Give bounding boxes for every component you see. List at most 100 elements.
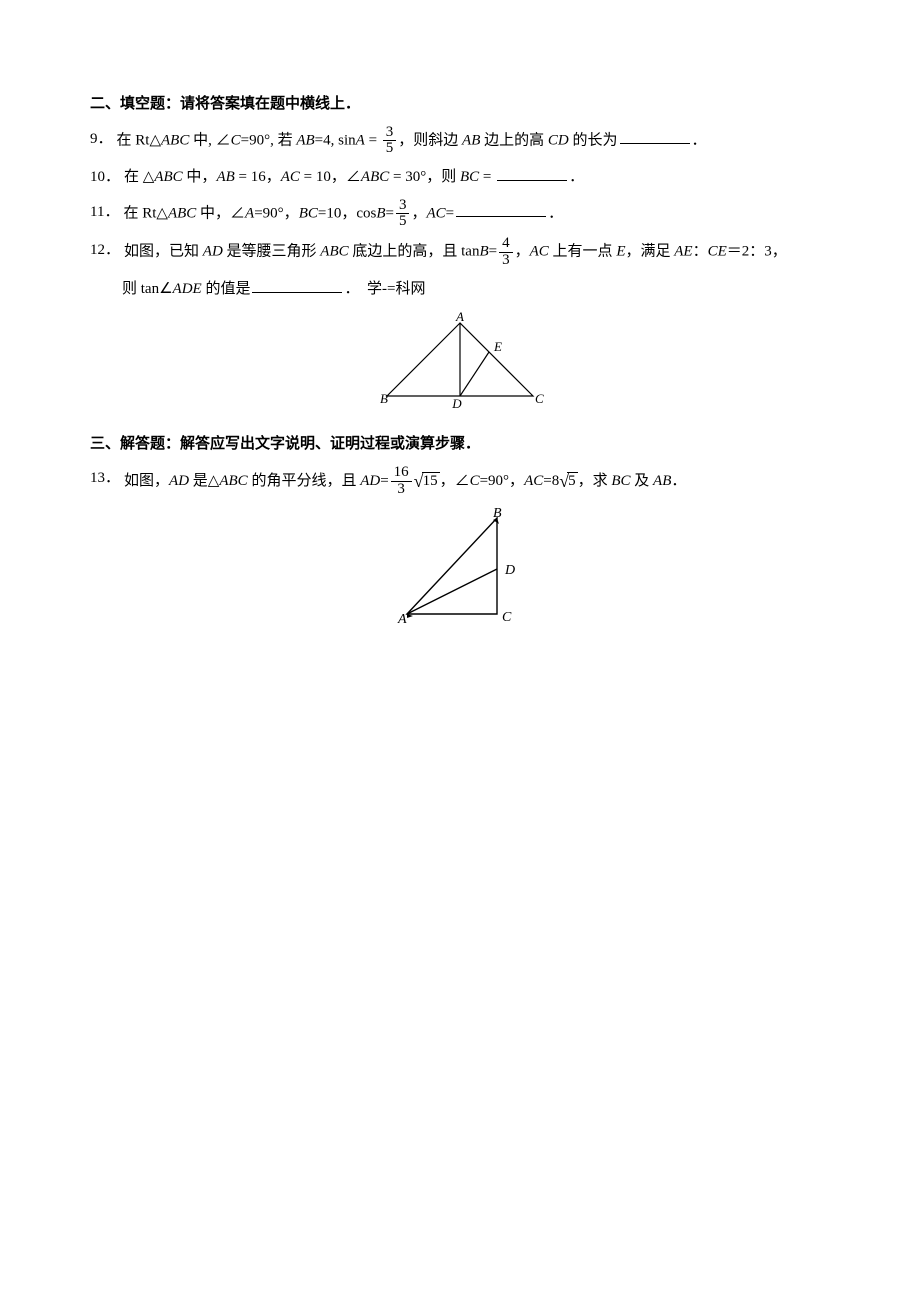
figure-triangle-13: B D A C [90, 506, 830, 637]
figure-triangle-12: A B C D E [90, 311, 830, 422]
triangle-12-svg: A B C D E [365, 311, 555, 411]
text: 如图，已知 [124, 244, 203, 260]
var-b: B [479, 244, 488, 260]
blank [620, 128, 690, 144]
sqrt-content: 15 [422, 472, 440, 489]
blank [456, 201, 546, 217]
text: 的值是 [202, 281, 251, 297]
label-c: C [535, 391, 544, 406]
period: ． [548, 205, 563, 221]
text: 如图， [124, 473, 169, 489]
problem-12-body: 如图，已知 AD 是等腰三角形 ABC 底边上的高，且 tanB=43，AC 上… [124, 236, 830, 269]
var-ac: AC [524, 473, 543, 489]
text: 底边上的高，且 tan [349, 244, 480, 260]
text: 的长为 [569, 132, 618, 148]
var-a: A [245, 205, 254, 221]
frac-3-5: 35 [396, 198, 410, 231]
var-c: C [470, 473, 480, 489]
blank [252, 277, 342, 293]
var-ab: AB [462, 132, 480, 148]
label-d: D [504, 563, 515, 578]
label-b: B [380, 391, 388, 406]
var-ae: AE [674, 244, 692, 260]
var-bc: BC [299, 205, 318, 221]
text: = [479, 169, 495, 185]
text: =10，cos [318, 205, 376, 221]
text: = [380, 473, 388, 489]
text: = 16 [235, 169, 266, 185]
problem-13: 13． 如图，AD 是△ABC 的角平分线，且 AD=163√15，∠C=90°… [90, 464, 830, 498]
var-c: C [231, 132, 241, 148]
period: ． [569, 169, 584, 185]
text: ，则 [426, 169, 460, 185]
text: =4, sin [315, 132, 356, 148]
var-ac: AC [426, 205, 445, 221]
var-ad: AD [203, 244, 223, 260]
problem-9-number: 9． [90, 125, 113, 154]
var-bc: BC [460, 169, 479, 185]
label-a: A [397, 612, 407, 626]
triangle-symbol: △ [208, 473, 220, 489]
var-abc: ABC [168, 205, 196, 221]
problem-13-body: 如图，AD 是△ABC 的角平分线，且 AD=163√15，∠C=90°，AC=… [124, 464, 830, 498]
text: 是等腰三角形 [223, 244, 321, 260]
problem-10-number: 10． [90, 163, 120, 192]
section-3-title: 三、解答题：解答应写出文字说明、证明过程或演算步骤． [90, 430, 830, 459]
problem-10: 10． 在 △ABC 中，AB = 16，AC = 10，∠ABC = 30°，… [90, 163, 830, 192]
var-ad: AD [360, 473, 380, 489]
text: =90°, 若 [241, 132, 297, 148]
problem-11: 11． 在 Rt△ABC 中，∠A=90°，BC=10，cosB=35，AC=． [90, 198, 830, 231]
problem-12-number: 12． [90, 236, 120, 265]
problem-12: 12． 如图，已知 AD 是等腰三角形 ABC 底边上的高，且 tanB=43，… [90, 236, 830, 269]
var-a: A [356, 132, 365, 148]
problem-13-number: 13． [90, 464, 120, 493]
text: = [446, 205, 454, 221]
period: ． [344, 281, 359, 297]
text: = [489, 244, 497, 260]
var-abc: ABC [154, 169, 182, 185]
frac-num: 4 [499, 236, 513, 253]
text: ，求 [578, 473, 612, 489]
frac-den: 5 [396, 214, 410, 230]
var-ab: AB [216, 169, 234, 185]
triangle-symbol: △ [156, 205, 168, 221]
triangle-symbol: △ [143, 169, 155, 185]
var-cd: CD [548, 132, 569, 148]
period: ． [671, 473, 686, 489]
triangle-13-svg: B D A C [385, 506, 535, 626]
var-ce: CE [708, 244, 727, 260]
var-ad: AD [169, 473, 189, 489]
note-text: 学-=科网 [367, 281, 425, 297]
var-bc: BC [611, 473, 630, 489]
text: 是 [189, 473, 208, 489]
triangle-outline [407, 518, 497, 614]
var-ac: AC [281, 169, 300, 185]
label-c: C [502, 610, 512, 625]
text: 中，∠ [196, 205, 245, 221]
sqrt-15: √15 [414, 464, 440, 498]
blank [497, 165, 567, 181]
text: = [365, 132, 381, 148]
text: 在 Rt [123, 205, 156, 221]
period: ． [692, 132, 707, 148]
frac-num: 3 [383, 125, 397, 142]
frac-4-3: 43 [499, 236, 513, 269]
text: 中， [183, 169, 217, 185]
label-e: E [493, 339, 502, 354]
text: =90°， [254, 205, 298, 221]
text: ： [693, 244, 708, 260]
text: 中, ∠ [189, 132, 230, 148]
text: 上有一点 [549, 244, 617, 260]
problem-11-number: 11． [90, 198, 119, 227]
var-ab: AB [296, 132, 314, 148]
line-de [460, 352, 489, 396]
var-ac: AC [530, 244, 549, 260]
label-b: B [493, 506, 502, 521]
var-ade: ADE [173, 281, 202, 297]
var-ab: AB [653, 473, 671, 489]
text: ，则斜边 [398, 132, 462, 148]
line-ad [407, 569, 497, 614]
text: 在 Rt [117, 132, 150, 148]
triangle-symbol: △ [149, 132, 161, 148]
var-abc: ABC [219, 473, 247, 489]
